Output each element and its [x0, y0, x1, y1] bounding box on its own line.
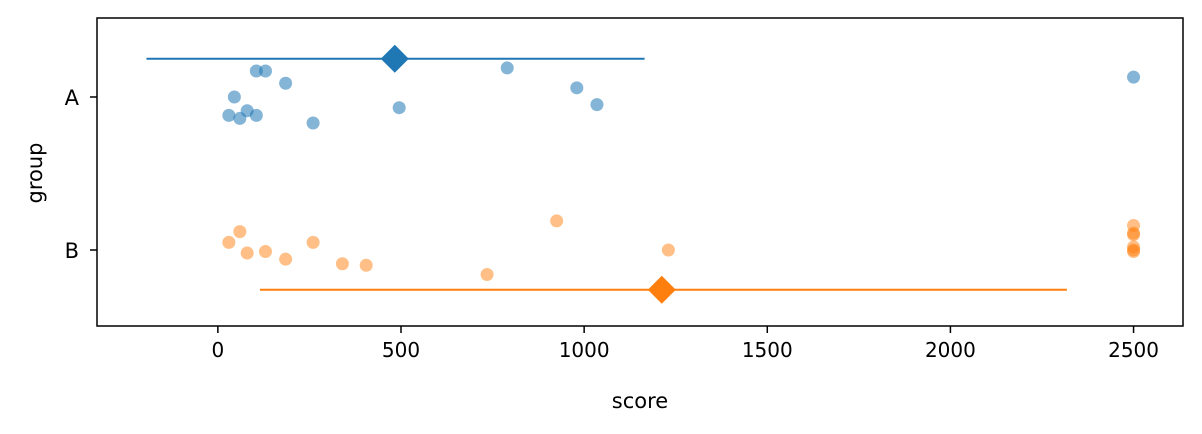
data-point-b-10	[661, 243, 675, 257]
data-point-a-12	[590, 98, 604, 112]
data-point-b-9	[550, 214, 564, 228]
data-point-a-11	[570, 81, 584, 95]
data-point-b-4	[279, 252, 293, 266]
y-axis-label: group	[23, 143, 47, 204]
data-point-a-0	[249, 64, 263, 78]
plot-frame	[96, 17, 1184, 327]
data-point-b-6	[335, 257, 349, 271]
data-point-b-5	[306, 235, 320, 249]
data-point-b-16	[1127, 243, 1141, 257]
data-point-a-9	[392, 101, 406, 115]
y-tick-label-a: A	[65, 86, 80, 110]
data-point-a-6	[233, 111, 247, 125]
x-tick-label-2500: 2500	[1108, 338, 1159, 362]
y-tick-label-b: B	[65, 239, 79, 263]
data-point-a-3	[227, 90, 241, 104]
data-point-a-10	[500, 61, 514, 75]
mean-marker-b	[647, 275, 676, 304]
data-point-b-0	[222, 235, 236, 249]
x-tick-label-1000: 1000	[559, 338, 610, 362]
chart-marks	[146, 44, 1141, 304]
x-tick-label-0: 0	[212, 338, 225, 362]
x-tick-label-500: 500	[382, 338, 420, 362]
x-tick-label-2000: 2000	[925, 338, 976, 362]
data-point-a-5	[222, 108, 236, 122]
data-point-b-2	[240, 246, 254, 260]
data-point-b-8	[480, 267, 494, 281]
data-point-b-1	[233, 225, 247, 239]
x-tick-label-1500: 1500	[742, 338, 793, 362]
mean-marker-a	[380, 44, 409, 73]
data-point-a-7	[249, 108, 263, 122]
x-axis-label: score	[612, 389, 668, 413]
data-point-a-8	[306, 116, 320, 130]
data-point-a-2	[279, 76, 293, 90]
chart-axes: 0 500 1000 1500 2000 2500 A B	[65, 17, 1184, 362]
data-point-a-13	[1127, 70, 1141, 84]
data-point-b-3	[258, 245, 272, 259]
data-point-b-7	[359, 258, 373, 272]
data-point-b-13	[1127, 228, 1141, 242]
data-point-a-1	[258, 64, 272, 78]
